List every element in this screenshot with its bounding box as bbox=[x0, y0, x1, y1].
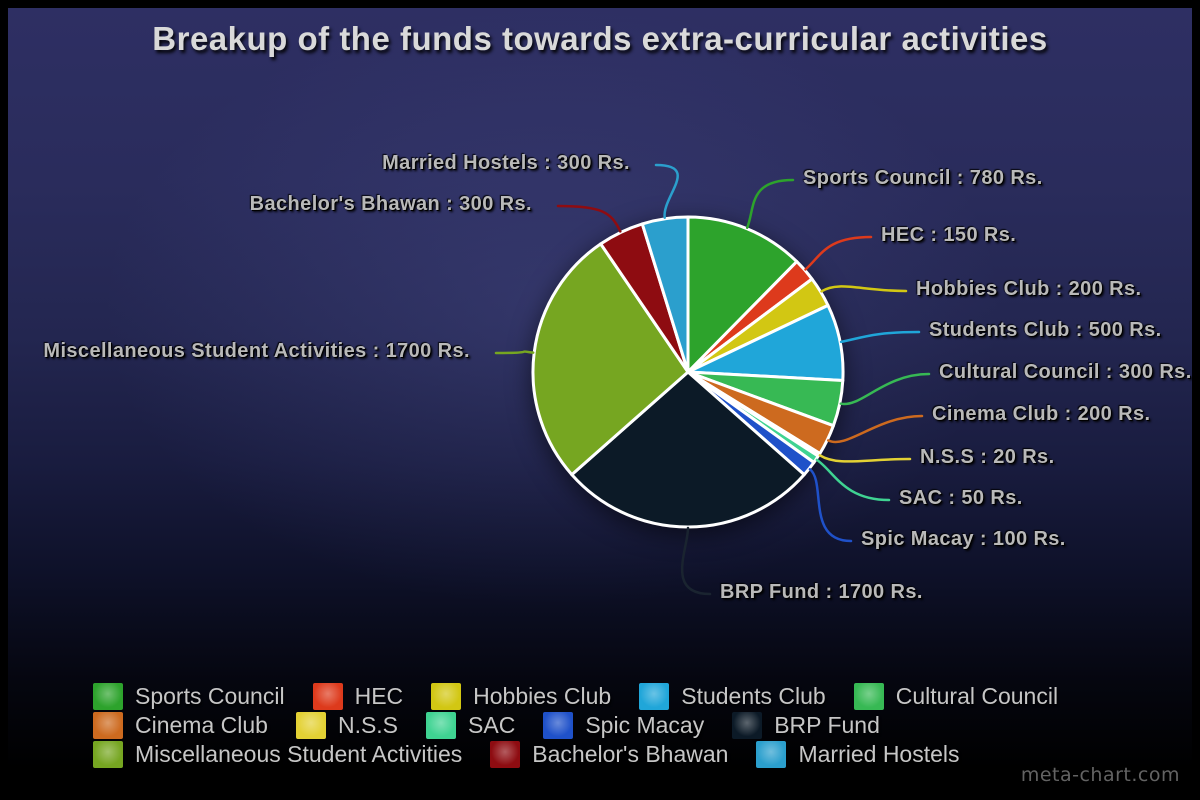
leader-line-sports-council bbox=[745, 178, 795, 229]
legend-label-hec: HEC bbox=[354, 682, 404, 709]
leader-line-students-club bbox=[839, 330, 921, 344]
legend-swatch-miscellaneous-student-activities bbox=[93, 740, 123, 768]
watermark: meta-chart.com bbox=[1020, 764, 1180, 786]
legend-row: Cinema Club N.S.S SAC Spic Macay BRP Fund bbox=[93, 711, 1058, 739]
legend-item-hobbies-club: Hobbies Club bbox=[431, 682, 612, 710]
legend-label-sports-council: Sports Council bbox=[135, 682, 285, 709]
leader-line-miscellaneous-student-activities bbox=[494, 350, 535, 355]
slice-label-spic-macay: Spic Macay : 100 Rs. bbox=[861, 528, 1066, 550]
legend: Sports Council HEC Hobbies Club Students Cl… bbox=[93, 682, 1058, 768]
legend-swatch-spic-macay bbox=[543, 711, 574, 739]
legend-label-students-club: Students Club bbox=[681, 682, 826, 709]
slice-label-sports-council: Sports Council : 780 Rs. bbox=[803, 167, 1043, 189]
slice-label-miscellaneous-student-activities: Miscellaneous Student Activities : 1700 … bbox=[43, 340, 470, 362]
legend-swatch-brp-fund bbox=[732, 711, 763, 739]
slice-label-hobbies-club: Hobbies Club : 200 Rs. bbox=[916, 278, 1142, 300]
leader-line-cinema-club bbox=[826, 414, 924, 444]
legend-label-n-s-s: N.S.S bbox=[337, 711, 399, 738]
legend-label-hobbies-club: Hobbies Club bbox=[473, 682, 612, 709]
legend-label-bachelor-s-bhawan: Bachelor's Bhawan bbox=[532, 740, 729, 767]
leader-line-spic-macay bbox=[808, 468, 853, 543]
legend-label-brp-fund: BRP Fund bbox=[774, 711, 880, 738]
legend-swatch-married-hostels bbox=[756, 740, 787, 768]
leader-line-cultural-council bbox=[839, 372, 931, 406]
slice-label-students-club: Students Club : 500 Rs. bbox=[929, 319, 1162, 341]
legend-label-spic-macay: Spic Macay bbox=[585, 711, 705, 738]
legend-label-cinema-club: Cinema Club bbox=[135, 711, 268, 738]
legend-item-hec: HEC bbox=[312, 682, 404, 710]
legend-item-married-hostels: Married Hostels bbox=[756, 740, 960, 768]
legend-label-miscellaneous-student-activities: Miscellaneous Student Activities bbox=[135, 740, 463, 767]
legend-swatch-sac bbox=[426, 711, 457, 739]
leader-line-sac bbox=[815, 458, 891, 502]
legend-swatch-cinema-club bbox=[93, 711, 123, 739]
legend-item-bachelor-s-bhawan: Bachelor's Bhawan bbox=[490, 740, 729, 768]
legend-item-n-s-s: N.S.S bbox=[295, 711, 399, 739]
leader-line-bachelor-s-bhawan bbox=[556, 204, 622, 233]
leader-line-hobbies-club bbox=[820, 285, 908, 293]
leader-line-married-hostels bbox=[654, 163, 679, 219]
legend-item-sports-council: Sports Council bbox=[93, 682, 285, 710]
legend-item-students-club: Students Club bbox=[639, 682, 826, 710]
legend-label-sac: SAC bbox=[468, 711, 516, 738]
legend-item-cinema-club: Cinema Club bbox=[93, 711, 268, 739]
legend-swatch-cultural-council bbox=[853, 682, 884, 710]
legend-item-sac: SAC bbox=[426, 711, 516, 739]
slice-label-cinema-club: Cinema Club : 200 Rs. bbox=[932, 403, 1151, 425]
legend-item-spic-macay: Spic Macay bbox=[543, 711, 705, 739]
legend-row: Sports Council HEC Hobbies Club Students Cl… bbox=[93, 682, 1058, 710]
legend-swatch-hec bbox=[312, 682, 343, 710]
leader-line-n-s-s bbox=[818, 454, 912, 463]
leader-line-hec bbox=[804, 235, 873, 271]
legend-item-cultural-council: Cultural Council bbox=[853, 682, 1059, 710]
pie-chart bbox=[494, 163, 931, 596]
slice-label-bachelor-s-bhawan: Bachelor's Bhawan : 300 Rs. bbox=[249, 193, 532, 215]
chart-title: Breakup of the funds towards extra-curri… bbox=[152, 20, 1048, 57]
slice-label-sac: SAC : 50 Rs. bbox=[899, 487, 1023, 509]
legend-swatch-n-s-s bbox=[295, 711, 326, 739]
slice-label-hec: HEC : 150 Rs. bbox=[881, 224, 1017, 246]
legend-swatch-hobbies-club bbox=[431, 682, 462, 710]
legend-swatch-sports-council bbox=[93, 682, 123, 710]
leader-line-brp-fund bbox=[680, 526, 712, 596]
legend-item-miscellaneous-student-activities: Miscellaneous Student Activities bbox=[93, 740, 463, 768]
slice-label-n-s-s: N.S.S : 20 Rs. bbox=[920, 446, 1055, 468]
slice-label-married-hostels: Married Hostels : 300 Rs. bbox=[382, 152, 630, 174]
legend-label-married-hostels: Married Hostels bbox=[798, 740, 960, 767]
legend-label-cultural-council: Cultural Council bbox=[895, 682, 1059, 709]
legend-item-brp-fund: BRP Fund bbox=[732, 711, 880, 739]
legend-swatch-bachelor-s-bhawan bbox=[490, 740, 521, 768]
legend-swatch-students-club bbox=[639, 682, 670, 710]
slice-label-cultural-council: Cultural Council : 300 Rs. bbox=[939, 361, 1192, 383]
legend-row: Miscellaneous Student Activities Bachelor… bbox=[93, 740, 1058, 768]
slice-label-brp-fund: BRP Fund : 1700 Rs. bbox=[720, 581, 923, 603]
